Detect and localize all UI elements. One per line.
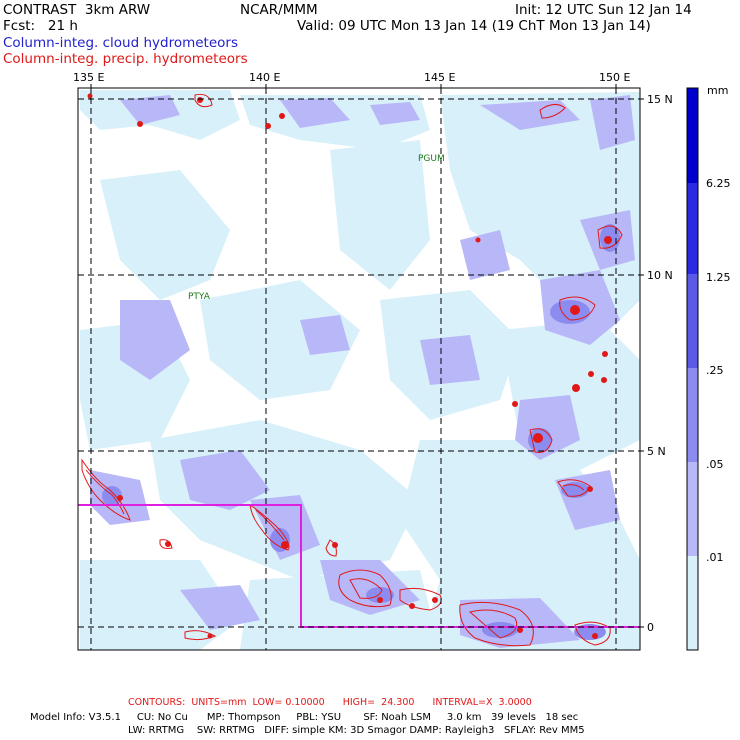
lat-label-0: 0 (647, 621, 654, 634)
colorbar-swatch-1 (687, 88, 698, 183)
init-time: Init: 12 UTC Sun 12 Jan 14 (515, 2, 692, 18)
lat-label-15n: 15 N (647, 93, 673, 106)
lat-label-5n: 5 N (647, 445, 666, 458)
precip-contours (81, 94, 623, 647)
hydrometeor-field: PGUM PTYA (78, 88, 640, 650)
center-label: NCAR/MMM (240, 2, 318, 18)
precip-cores (87, 93, 612, 639)
lon-label-140: 140 E (249, 71, 280, 84)
lat-lon-gridlines (78, 88, 640, 650)
colorbar-swatch-4 (687, 368, 698, 462)
station-ptya: PTYA (188, 292, 211, 302)
colorbar-swatch-5 (687, 462, 698, 556)
lon-label-135: 135 E (73, 71, 104, 84)
model-info-line2: LW: RRTMG SW: RRTMG DIFF: simple KM: 3D … (128, 725, 585, 736)
colorbar-label-.01: .01 (706, 551, 724, 564)
lat-label-10n: 10 N (647, 269, 673, 282)
colorbar-unit: mm (707, 84, 728, 97)
field-legend-precip: Column-integ. precip. hydrometeors (3, 51, 248, 67)
colorbar-frame (686, 87, 699, 651)
valid-time: Valid: 09 UTC Mon 13 Jan 14 (19 ChT Mon … (297, 18, 651, 34)
forecast-hour: Fcst: 21 h (3, 18, 78, 34)
lon-label-150: 150 E (599, 71, 630, 84)
colorbar-swatch-6 (687, 556, 698, 650)
map-frame (77, 87, 641, 651)
colorbar-label-.05: .05 (706, 458, 724, 471)
station-pgum: PGUM (418, 154, 445, 164)
colorbar-label-.25: .25 (706, 364, 724, 377)
map-ticks (90, 84, 644, 628)
colorbar-label-1.25: 1.25 (706, 271, 731, 284)
colorbar: mm 6.25 1.25 .25 .05 .01 (686, 84, 731, 651)
experiment-title: CONTRAST 3km ARW (3, 2, 151, 18)
model-info-line1: Model Info: V3.5.1 CU: No Cu MP: Thompso… (30, 712, 579, 723)
colorbar-label-6.25: 6.25 (706, 177, 731, 190)
colorbar-swatch-3 (687, 274, 698, 368)
lon-label-145: 145 E (424, 71, 455, 84)
field-legend-cloud: Column-integ. cloud hydrometeors (3, 35, 239, 51)
colorbar-swatch-2 (687, 183, 698, 274)
contour-info: CONTOURS: UNITS=mm LOW= 0.10000 HIGH= 24… (128, 697, 532, 708)
